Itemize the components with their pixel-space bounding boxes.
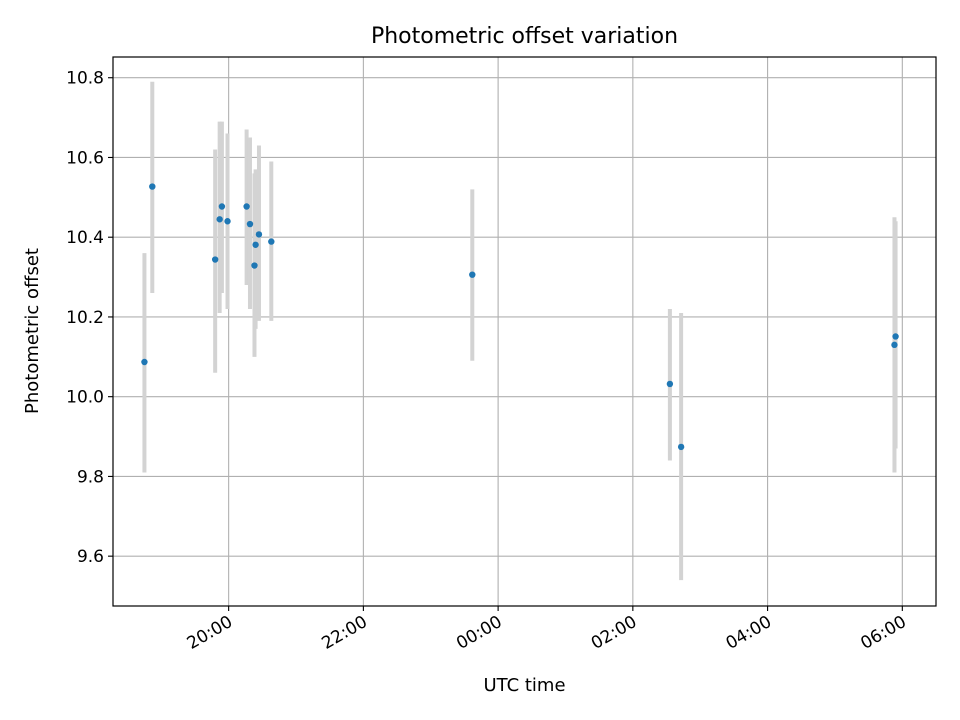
y-axis-label: Photometric offset (22, 248, 43, 414)
data-point (469, 271, 476, 278)
data-point (243, 203, 250, 210)
y-tick-label: 10.8 (66, 69, 104, 89)
data-point (211, 256, 219, 263)
data-point (252, 241, 259, 248)
data-point (677, 443, 685, 451)
data-point (892, 333, 899, 340)
data-markers (141, 183, 899, 451)
y-axis: 9.6 9.8 10.0 10.2 10.4 10.6 10.8 (66, 69, 113, 567)
plot-frame (112, 56, 937, 607)
chart-title: Photometric offset variation (371, 24, 678, 49)
data-point (141, 358, 148, 366)
data-point (268, 238, 275, 245)
y-tick-label: 10.4 (66, 228, 104, 248)
grid (113, 57, 936, 606)
data-point (246, 220, 254, 228)
data-point (891, 341, 898, 349)
data-point (255, 231, 263, 238)
y-tick-label: 9.6 (77, 547, 104, 567)
y-tick-label: 10.2 (66, 308, 104, 328)
data-point (216, 216, 223, 223)
data-point (251, 262, 258, 269)
data-point (218, 203, 226, 210)
data-point (224, 218, 231, 225)
y-tick-label: 10.6 (66, 148, 104, 168)
y-tick-label: 10.0 (66, 388, 104, 408)
data-point (666, 380, 674, 388)
data-point (149, 183, 156, 190)
x-axis-label: UTC time (483, 675, 565, 696)
y-tick-label: 9.8 (77, 467, 104, 487)
